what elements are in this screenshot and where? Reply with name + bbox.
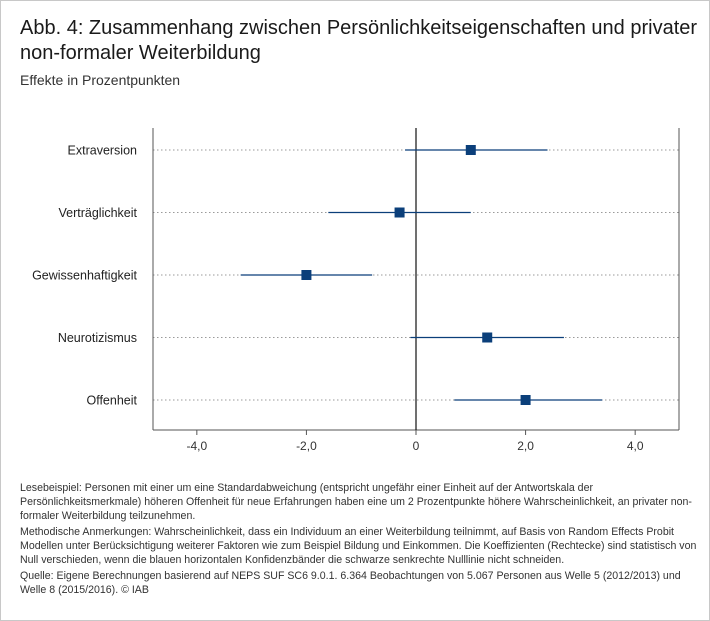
- category-label: Gewissenhaftigkeit: [32, 269, 137, 283]
- chart-title: Abb. 4: Zusammenhang zwischen Persönlich…: [20, 17, 698, 64]
- x-tick-label: 4,0: [627, 439, 644, 453]
- forest-plot: -4,0 -2,0 0 2,0 4,0 Extraversion Verträglichke…: [32, 128, 680, 453]
- chart-subtitle: Effekte in Prozentpunkten: [20, 72, 181, 88]
- source-note: Quelle: Eigene Berechnungen basierend au…: [20, 570, 681, 596]
- notes-block: Lesebeispiel: Personen mit einer um eine…: [20, 481, 702, 599]
- x-tick-label: -2,0: [296, 439, 317, 453]
- estimate-marker: [301, 270, 312, 280]
- category-label: Offenheit: [86, 394, 137, 408]
- reading-example-note: Lesebeispiel: Personen mit einer um eine…: [20, 482, 692, 522]
- x-tick-label: -4,0: [186, 439, 207, 453]
- x-tick-label: 2,0: [517, 439, 534, 453]
- x-tick-label: 0: [413, 439, 420, 453]
- estimate-marker: [394, 207, 405, 218]
- estimate-marker: [482, 332, 493, 343]
- estimate-marker: [465, 145, 476, 155]
- estimate-marker: [520, 395, 531, 405]
- category-label: Verträglichkeit: [58, 206, 137, 220]
- method-note: Methodische Anmerkungen: Wahrscheinlichk…: [20, 526, 697, 566]
- category-label: Extraversion: [68, 144, 138, 158]
- category-label: Neurotizismus: [58, 331, 137, 345]
